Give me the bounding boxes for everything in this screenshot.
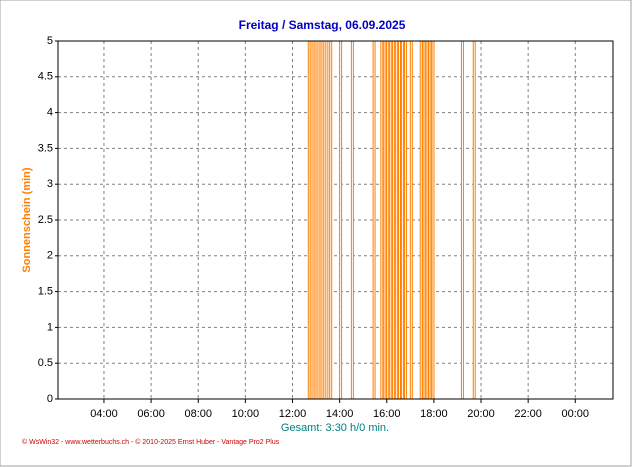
bar (350, 40, 354, 400)
y-tick-label: 2.5 (38, 214, 53, 226)
bar (389, 40, 393, 400)
bar (323, 40, 327, 400)
y-tick-label: 4 (47, 107, 53, 119)
x-tick-label: 04:00 (90, 408, 118, 420)
x-tick-label: 18:00 (420, 408, 448, 420)
bar (422, 40, 426, 400)
bar (339, 40, 343, 400)
y-tick-label: 0.5 (38, 357, 53, 369)
bar (372, 40, 376, 400)
chart-title: Freitag / Samstag, 06.09.2025 (239, 18, 406, 32)
x-tick-label: 00:00 (562, 408, 590, 420)
y-tick-label: 0 (47, 393, 53, 405)
bar (403, 40, 407, 400)
y-tick-label: 4.5 (38, 71, 53, 83)
bar (409, 40, 413, 400)
bar (398, 40, 402, 400)
x-tick-label: 20:00 (467, 408, 495, 420)
bar (419, 40, 423, 400)
bar (460, 40, 464, 400)
footer: © WsWin32 - www.wetterbuchs.ch - © 2010-… (22, 438, 280, 446)
bar (428, 40, 432, 400)
plot-border (57, 40, 614, 400)
y-tick-label: 1 (47, 321, 53, 333)
x-tick-label: 16:00 (373, 408, 401, 420)
bar (329, 40, 333, 400)
y-tick-label: 2 (47, 250, 53, 262)
y-axis-label: Sonnenschein (min) (21, 167, 33, 272)
x-tick-label: 08:00 (184, 408, 212, 420)
x-tick-label: 14:00 (326, 408, 354, 420)
bar (401, 40, 405, 400)
bar (395, 40, 399, 400)
bar (392, 40, 396, 400)
y-tick-label: 5 (47, 35, 53, 47)
bar (425, 40, 429, 400)
bar (383, 40, 387, 400)
x-tick-label: 10:00 (232, 408, 260, 420)
bar (431, 40, 435, 400)
bar (472, 40, 476, 400)
x-axis-label: Gesamt: 3:30 h/0 min. (281, 422, 389, 434)
y-tick-label: 3.5 (38, 142, 53, 154)
bar (380, 40, 384, 400)
bar (386, 40, 390, 400)
y-tick-label: 1.5 (38, 286, 53, 298)
y-tick-label: 3 (47, 178, 53, 190)
x-tick-label: 12:00 (279, 408, 307, 420)
x-tick-label: 22:00 (514, 408, 542, 420)
x-tick-label: 06:00 (137, 408, 165, 420)
